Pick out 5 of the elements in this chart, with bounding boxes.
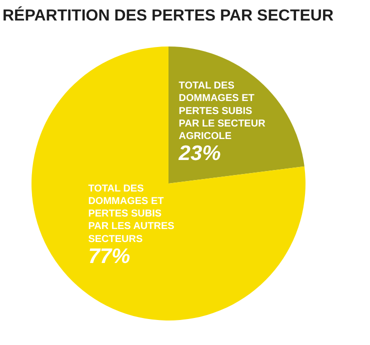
slice-label: TOTAL DES DOMMAGES ET PERTES SUBIS PAR LES AUTRES SECTEURS (88, 183, 175, 245)
chart-title: RÉPARTITION DES PERTES PAR SECTEUR (2, 6, 334, 24)
slice-label: TOTAL DES DOMMAGES ET PERTES SUBIS PAR LE SECTEUR AGRICOLE (178, 80, 266, 142)
data-label: 77% (88, 244, 131, 268)
data-label: 23% (178, 142, 222, 166)
